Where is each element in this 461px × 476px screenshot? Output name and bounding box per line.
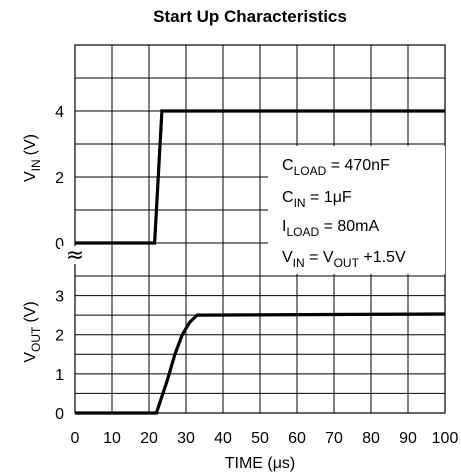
- annotation-vin-vout: VIN = VOUT +1.5V: [282, 249, 406, 270]
- x-tick-label: 100: [432, 430, 459, 447]
- y-tick-label-vin: 2: [55, 170, 64, 187]
- x-axis-label: TIME (μs): [225, 455, 296, 472]
- vin-trace: [75, 109, 445, 245]
- axis-break-symbol: ≈: [66, 243, 84, 268]
- chart-title: Start Up Characteristics: [153, 7, 347, 26]
- x-tick-label: 20: [140, 430, 158, 447]
- vout-trace: [75, 312, 446, 415]
- annotation-cin: CIN = 1μF: [282, 189, 352, 210]
- y-tick-label-vout: 2: [55, 328, 64, 345]
- x-tick-label: 80: [362, 430, 380, 447]
- y-label-vout-sub: OUT: [29, 326, 43, 352]
- x-tick-label: 30: [177, 430, 195, 447]
- axis-break-mask: [60, 246, 88, 264]
- y-axis-label-vout: VOUT (V): [22, 301, 43, 362]
- y-tick-label-vout: 3: [55, 289, 64, 306]
- x-tick-label: 50: [251, 430, 269, 447]
- annotation-box: [268, 146, 445, 274]
- annotation-cload: CLOAD = 470nF: [282, 157, 390, 178]
- y-tick-label-vout: 0: [55, 406, 64, 423]
- x-tick-label: 0: [71, 430, 80, 447]
- x-tick-label: 40: [214, 430, 232, 447]
- y-tick-label-vin: 0: [55, 236, 64, 253]
- y-label-vin-sub: IN: [29, 159, 43, 171]
- x-tick-label: 70: [325, 430, 343, 447]
- y-axis-label-vin: VIN (V): [22, 134, 43, 182]
- y-label-vout-main: V: [22, 352, 39, 363]
- y-tick-label-vout: 1: [55, 367, 64, 384]
- x-tick-label: 60: [288, 430, 306, 447]
- y-tick-label-vin: 4: [55, 104, 64, 121]
- x-tick-label: 10: [103, 430, 121, 447]
- x-tick-label: 90: [399, 430, 417, 447]
- y-label-vin-unit: (V): [22, 134, 39, 155]
- y-label-vout-unit: (V): [22, 301, 39, 322]
- annotation-iload: ILOAD = 80mA: [282, 218, 380, 239]
- y-label-vin-main: V: [22, 171, 39, 182]
- traces: [75, 109, 446, 415]
